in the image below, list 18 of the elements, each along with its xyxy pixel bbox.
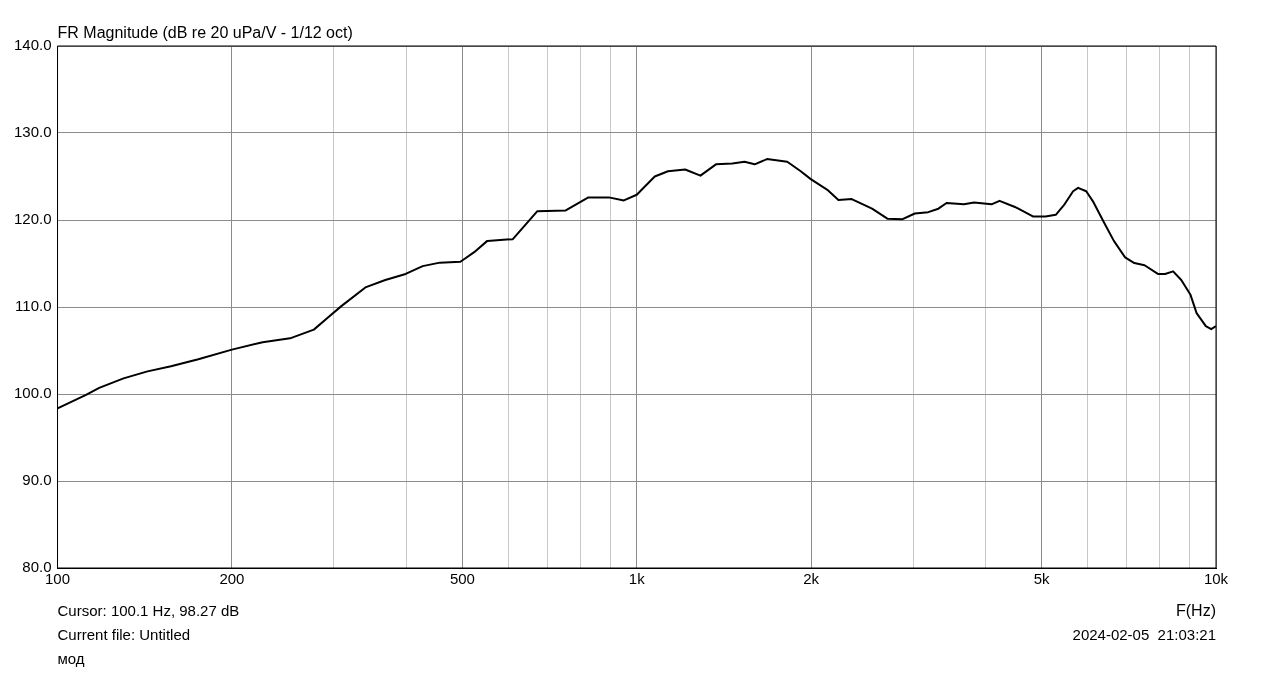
y-tick-label: 120.0 [13, 210, 52, 228]
x-tick-label: 10k [1203, 570, 1229, 588]
x-tick-label: 2k [803, 570, 820, 588]
text: Cursor: 100.1 Hz, 98.27 dB [57, 602, 240, 619]
y-tick-label: 110.0 [15, 297, 52, 315]
text: Current file: Untitled [57, 626, 191, 643]
x-axis-title: F(Hz) [1176, 602, 1216, 619]
chart-title: FR Magnitude (dB re 20 uPa/V - 1/12 oct) [57, 24, 353, 41]
y-tick-label: 90.0 [22, 471, 52, 489]
x-tick-label: 200 [219, 570, 245, 588]
y-tick-label: 100.0 [13, 384, 52, 402]
y-tick-label: 140.0 [13, 36, 52, 54]
x-tick-label: 5k [1033, 570, 1051, 588]
text: мод [57, 650, 85, 667]
y-tick-label: 130.0 [13, 123, 52, 141]
x-tick-label: 1k [628, 570, 646, 588]
x-tick-label: 500 [449, 570, 475, 588]
text: 2024-02-05 21:03:21 [1072, 626, 1216, 643]
